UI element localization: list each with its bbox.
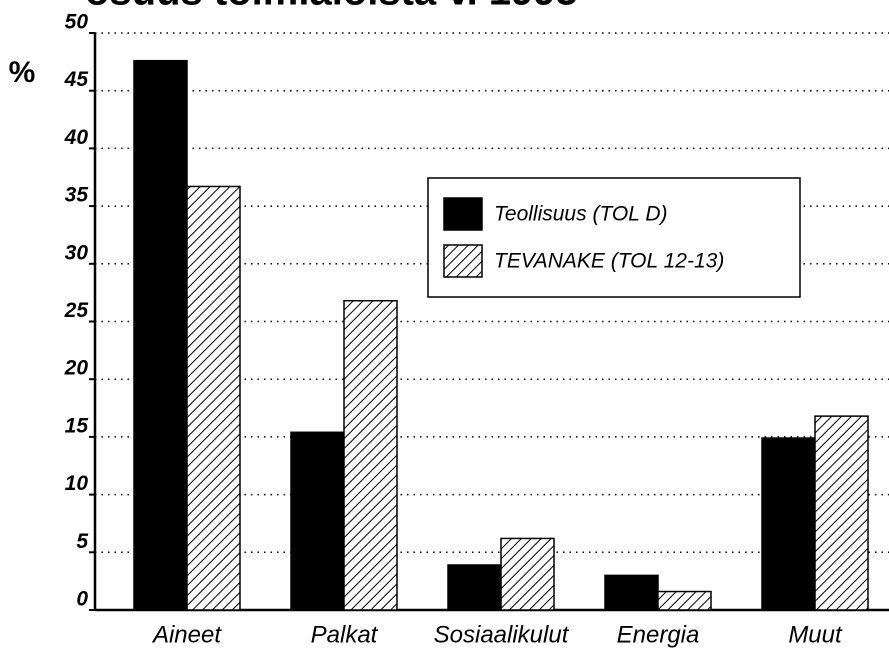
y-tick-label: 30	[65, 241, 89, 264]
legend-swatch	[443, 244, 483, 278]
y-tick-label: 40	[64, 126, 89, 149]
bar	[290, 431, 345, 611]
x-tick-label: Palkat	[311, 621, 379, 648]
y-tick-label: 45	[64, 68, 89, 91]
legend-swatch	[443, 197, 483, 231]
x-tick-label: Sosiaalikulut	[434, 621, 570, 648]
y-tick-label: 25	[64, 299, 89, 322]
y-tick-label: 50	[65, 11, 89, 34]
chart-title: osuus toimialoista v. 1995	[85, 0, 578, 14]
y-tick-label: 0	[76, 588, 88, 611]
y-tick-label: 20	[64, 357, 89, 380]
bar	[657, 590, 712, 611]
bar	[761, 437, 816, 611]
y-tick-label: 10	[65, 472, 89, 495]
bar	[343, 299, 398, 611]
x-tick-label: Muut	[788, 621, 843, 648]
x-tick-label: Energia	[617, 621, 700, 648]
bar	[814, 415, 869, 611]
x-tick-label: Aineet	[151, 621, 222, 648]
legend-box	[427, 177, 801, 298]
y-axis-label: %	[9, 56, 36, 89]
legend-label: TEVANAKE (TOL 12-13)	[494, 250, 724, 273]
bar	[447, 564, 502, 611]
legend-label: Teollisuus (TOL D)	[494, 203, 668, 226]
bar	[186, 185, 241, 611]
y-tick-label: 15	[65, 414, 89, 437]
bar	[500, 537, 555, 611]
bar	[604, 574, 659, 611]
y-tick-label: 35	[65, 184, 89, 207]
y-tick-label: 5	[76, 530, 88, 553]
bar	[133, 59, 188, 611]
